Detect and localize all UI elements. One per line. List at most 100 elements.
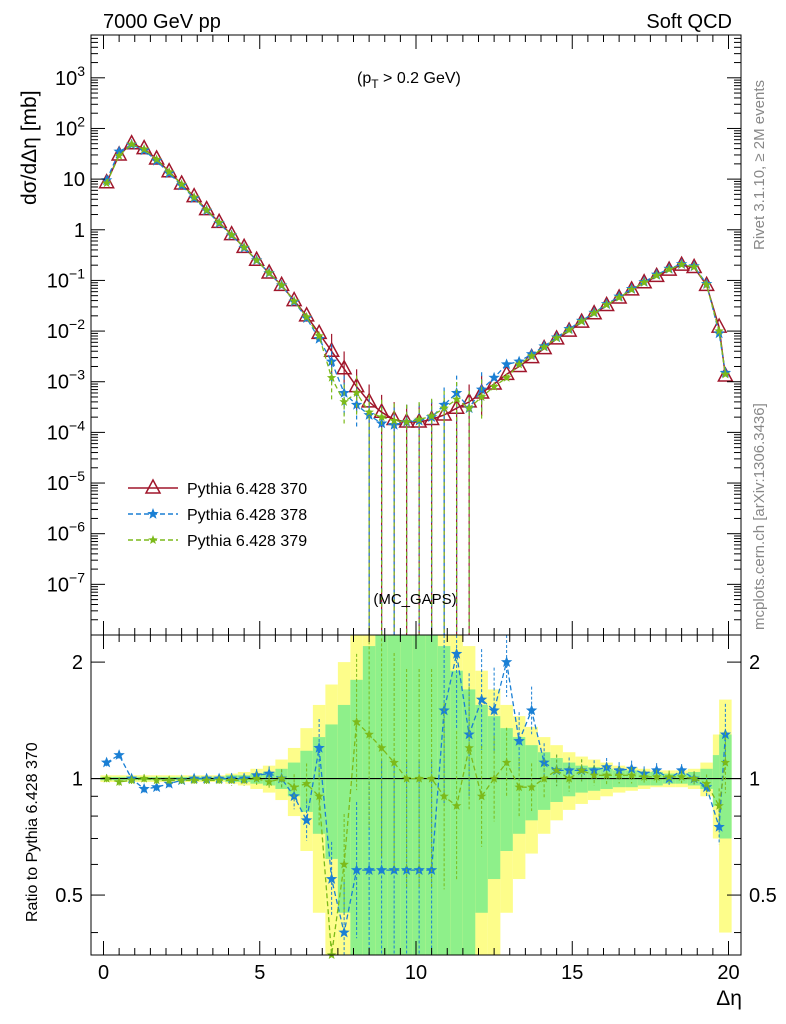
- data-point: [451, 394, 462, 404]
- ratio-point: [526, 782, 537, 792]
- uncertainty-band-inner: [337, 704, 351, 913]
- main-y-label: dσ/dΔη [mb]: [18, 90, 41, 205]
- data-point: [500, 358, 513, 370]
- ratio-point: [100, 756, 113, 768]
- data-point: [639, 277, 649, 287]
- data-point: [564, 325, 574, 334]
- ratio-point: [639, 771, 649, 781]
- ratio-point: [389, 757, 399, 767]
- ratio-point: [339, 859, 349, 869]
- annotation-close: > 0.2 GeV): [379, 70, 461, 87]
- ratio-point: [551, 765, 562, 775]
- header-right: Soft QCD: [646, 11, 732, 33]
- main-y-tick-label: 10−2: [47, 316, 85, 343]
- data-point: [285, 290, 303, 307]
- ratio-point: [350, 864, 363, 875]
- data-point: [189, 192, 199, 202]
- ratio-point: [539, 773, 549, 783]
- ratio-point: [264, 777, 274, 786]
- ratio-point: [239, 775, 249, 785]
- data-point: [251, 255, 262, 265]
- header-left: 7000 GeV pp: [103, 11, 221, 33]
- legend-marker: [147, 508, 159, 519]
- x-tick-label: 15: [561, 962, 583, 984]
- data-point: [701, 279, 712, 289]
- main-y-tick-label: 103: [55, 63, 85, 90]
- ratio-point: [576, 765, 587, 775]
- main-y-tick-label: 10−3: [47, 367, 85, 394]
- data-point: [164, 167, 174, 177]
- data-point: [326, 372, 337, 382]
- main-y-tick-label: 10: [63, 169, 85, 191]
- data-point: [389, 415, 399, 425]
- uncertainty-band-inner: [462, 689, 476, 955]
- data-point: [198, 200, 215, 216]
- ratio-point: [101, 773, 112, 783]
- main-y-tick-label: 10−5: [47, 468, 85, 495]
- ratio-point: [364, 729, 374, 739]
- data-point: [589, 308, 599, 318]
- data-point: [664, 264, 674, 274]
- data-point: [351, 388, 362, 397]
- ratio-point: [720, 757, 731, 767]
- x-axis-label: Δη: [716, 987, 742, 1010]
- data-point: [139, 144, 149, 154]
- ratio-point: [300, 814, 313, 826]
- ratio-point: [439, 791, 449, 801]
- ratio-point: [351, 717, 362, 727]
- ratio-point: [475, 693, 488, 705]
- data-point: [301, 312, 312, 321]
- ratio-point: [164, 775, 174, 785]
- annotation-sub: T: [371, 77, 379, 91]
- data-point: [376, 412, 387, 422]
- main-panel: (MC_GAPS) 10−7 10−6 10−5 10−4 10−3 10−2 10−1 1 1…: [47, 34, 742, 636]
- ratio-point: [226, 775, 237, 785]
- data-point: [439, 403, 449, 413]
- ratio-point: [150, 781, 163, 793]
- ratio-y-tick-label-right: 0.5: [749, 885, 777, 907]
- ratio-point: [525, 704, 538, 716]
- ratio-point: [313, 741, 325, 753]
- ratio-point: [138, 783, 150, 794]
- data-point: [226, 230, 237, 239]
- ratio-y-tick-label-right: 1: [749, 769, 760, 791]
- ratio-point: [701, 778, 712, 788]
- data-point: [98, 173, 115, 189]
- ratio-y-tick-label-left: 2: [72, 652, 83, 674]
- legend-entry: Pythia 6.428 379: [187, 533, 307, 550]
- data-point: [720, 369, 731, 379]
- data-point: [264, 268, 274, 278]
- legend: Pythia 6.428 370 Pythia 6.428 378 Pythia 6…: [128, 478, 307, 550]
- main-y-tick-label: 10−4: [47, 417, 85, 444]
- data-point: [126, 139, 137, 149]
- ratio-y-tick-label-left: 1: [72, 769, 83, 791]
- ratio-point: [601, 770, 612, 780]
- main-series-379: [101, 139, 731, 635]
- ratio-point: [113, 749, 125, 760]
- watermark: (MC_GAPS): [373, 591, 456, 608]
- main-series-370: [98, 134, 734, 635]
- data-point: [339, 396, 349, 406]
- data-point: [576, 316, 587, 326]
- ratio-point: [651, 771, 662, 781]
- ratio-point: [375, 864, 388, 875]
- x-tick-label: 5: [254, 962, 265, 984]
- main-y-tick-label: 1: [74, 220, 85, 242]
- ratio-point: [514, 782, 524, 792]
- ratio-point: [588, 764, 600, 776]
- ratio-point: [325, 873, 338, 884]
- ratio-point: [426, 773, 437, 783]
- ratio-point: [151, 775, 162, 785]
- ratio-point: [301, 778, 312, 788]
- ratio-point: [139, 773, 149, 783]
- data-point: [476, 392, 487, 401]
- legend-entry: Pythia 6.428 378: [187, 507, 307, 524]
- uncertainty-band-inner: [325, 724, 338, 859]
- data-point: [123, 134, 140, 150]
- data-point: [214, 217, 224, 227]
- data-point: [676, 259, 687, 269]
- data-point: [239, 242, 249, 252]
- ratio-point: [201, 775, 212, 785]
- side-label-top: Rivet 3.1.10, ≥ 2M events: [751, 80, 768, 250]
- ratio-point: [289, 782, 299, 792]
